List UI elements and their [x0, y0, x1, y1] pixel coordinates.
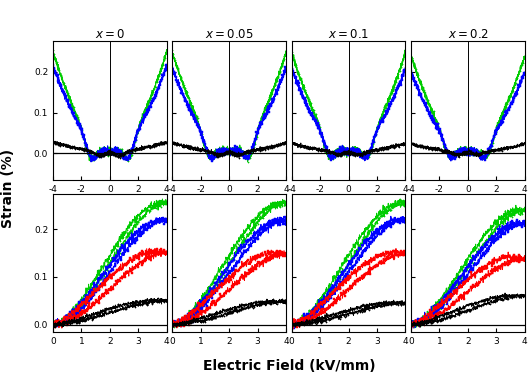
Title: $x = 0.1$: $x = 0.1$ [328, 29, 369, 41]
Title: $x = 0.05$: $x = 0.05$ [205, 29, 253, 41]
Title: $x = 0.2$: $x = 0.2$ [447, 29, 488, 41]
Text: Electric Field (kV/mm): Electric Field (kV/mm) [202, 359, 375, 373]
Title: $x = 0$: $x = 0$ [95, 29, 125, 41]
Text: Strain (%): Strain (%) [1, 149, 15, 228]
